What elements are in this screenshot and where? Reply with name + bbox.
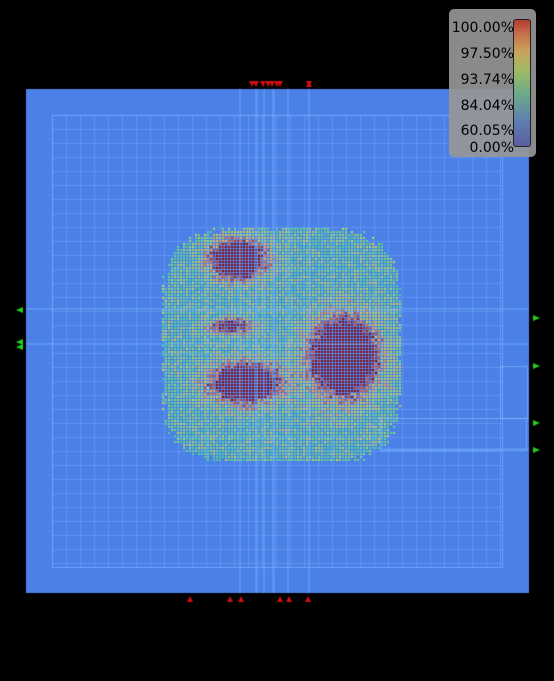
- legend-label-97: 97.50%: [460, 46, 514, 62]
- density-legend: 100.00% 97.50% 93.74% 84.04% 60.05% 0.00…: [449, 9, 536, 157]
- legend-label-84: 84.04%: [460, 98, 514, 114]
- legend-label-60: 60.05%: [460, 123, 514, 139]
- legend-color-bar: [513, 19, 531, 147]
- legend-label-93: 93.74%: [460, 72, 514, 88]
- legend-label-100: 100.00%: [451, 20, 514, 36]
- legend-label-0: 0.00%: [469, 140, 514, 156]
